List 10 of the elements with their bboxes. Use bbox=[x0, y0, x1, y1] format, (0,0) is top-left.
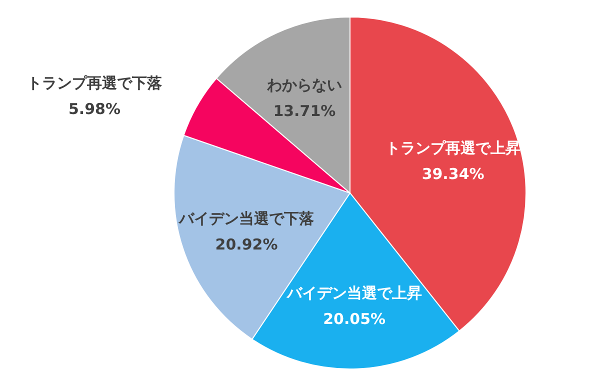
data-label: 20.05% bbox=[323, 310, 386, 328]
slice-label: バイデン当選で上昇 bbox=[286, 284, 422, 302]
slice-label: バイデン当選で下落 bbox=[178, 210, 316, 228]
slice-label: トランプ再選で下落 bbox=[27, 74, 164, 92]
slice-label: わからない bbox=[266, 76, 342, 94]
data-label: 13.71% bbox=[273, 102, 336, 120]
data-label: 39.34% bbox=[422, 165, 484, 184]
data-label: 20.92% bbox=[215, 236, 278, 254]
data-label: 5.98% bbox=[68, 100, 121, 118]
slice-label: トランプ再選で上昇 bbox=[386, 139, 521, 158]
